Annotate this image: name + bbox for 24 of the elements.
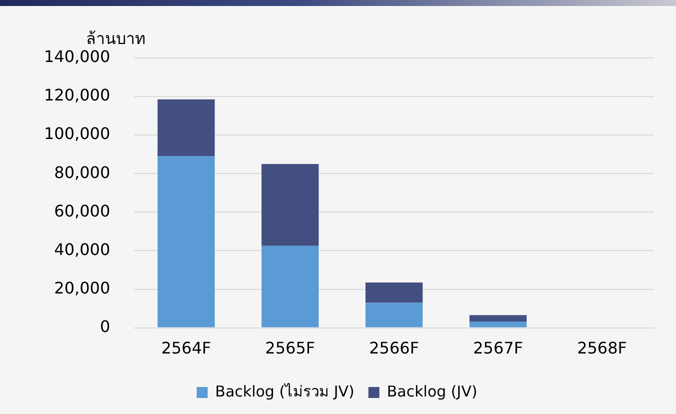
y-tick-label: 100,000 <box>44 124 110 144</box>
x-tick-label: 2568F <box>577 338 627 358</box>
y-tick-label: 40,000 <box>54 240 110 259</box>
y-tick-label: 80,000 <box>54 162 110 182</box>
legend-label: Backlog (ไม่รวม JV) <box>215 382 354 400</box>
bar <box>158 156 215 328</box>
y-tick-label: 60,000 <box>54 201 110 220</box>
x-tick-label: 2566F <box>369 338 420 358</box>
bar <box>158 99 215 156</box>
y-tick-label: 20,000 <box>54 278 110 298</box>
y-tick-label: 0 <box>100 316 110 336</box>
x-tick-label: 2565F <box>265 338 316 358</box>
bar <box>365 302 423 328</box>
y-tick-label: 140,000 <box>44 47 110 66</box>
y-axis-title: ล้านบาท <box>86 29 146 48</box>
legend-label: Backlog (JV) <box>386 382 478 400</box>
bar <box>262 164 319 246</box>
x-tick-label: 2564F <box>161 338 212 358</box>
bar <box>469 315 527 322</box>
bar <box>469 321 527 328</box>
y-tick-label: 120,000 <box>44 86 110 105</box>
bar <box>262 246 319 328</box>
x-tick-label: 2567F <box>473 338 524 358</box>
bar <box>365 282 423 303</box>
